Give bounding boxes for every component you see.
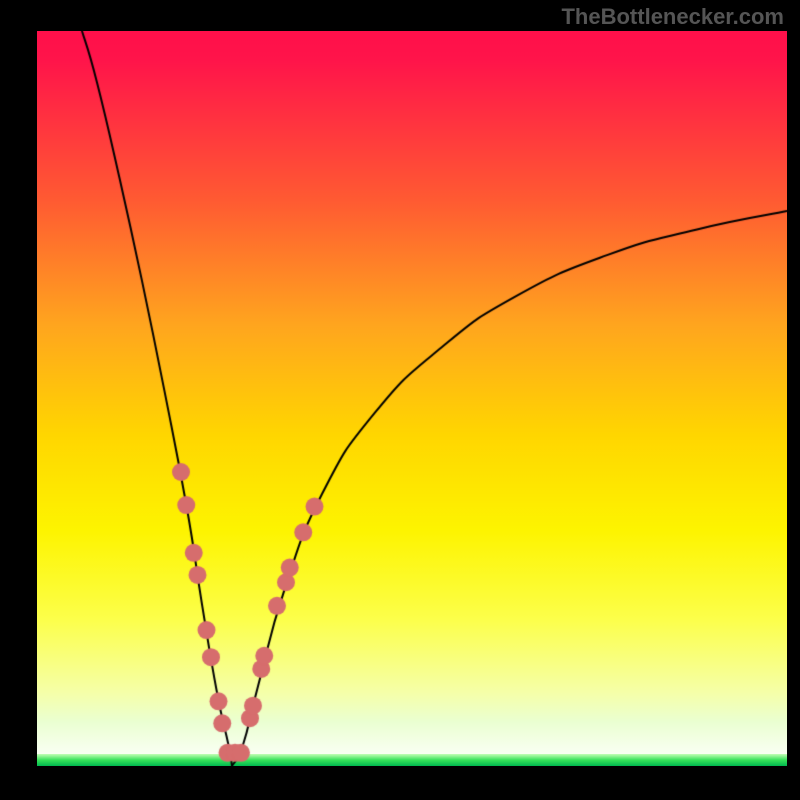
watermark-label: TheBottlenecker.com: [561, 4, 784, 30]
curve-canvas: [0, 0, 800, 800]
stage: TheBottlenecker.com: [0, 0, 800, 800]
